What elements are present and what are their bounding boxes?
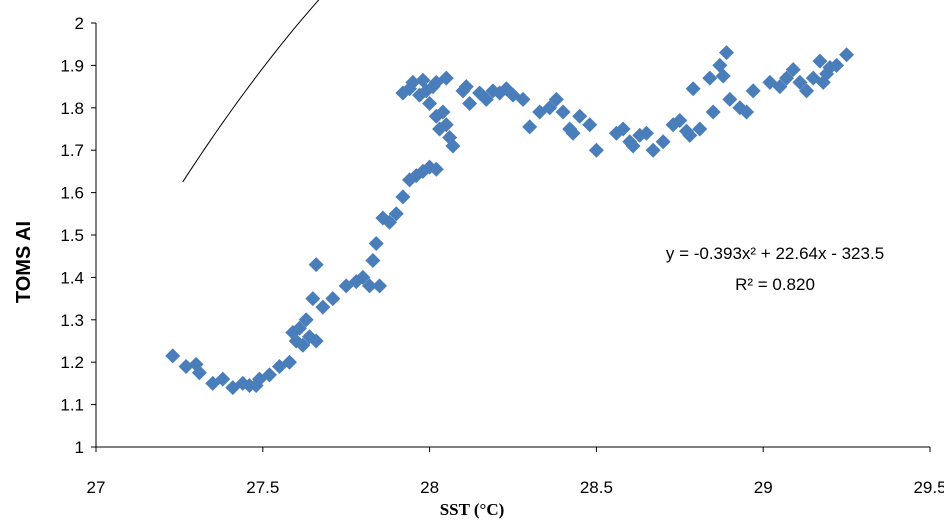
data-point (799, 83, 815, 99)
y-tick-label: 1.2 (60, 353, 84, 372)
data-point (792, 74, 808, 90)
axes: 27 27.5 28 28.5 29 29.5 1 1.1 1.2 1.3 1.4 1.5 1.6 1.… (60, 14, 944, 497)
data-point (625, 138, 641, 154)
data-point (298, 312, 314, 328)
data-point (365, 252, 381, 268)
data-point (682, 127, 698, 143)
data-point (638, 125, 654, 141)
x-tick-label: 29.5 (913, 478, 944, 497)
data-point (715, 68, 731, 84)
y-tick-label: 1.4 (60, 268, 84, 287)
data-point (325, 291, 341, 307)
y-tick-label: 1.7 (60, 141, 84, 160)
data-point (291, 320, 307, 336)
x-ticks: 27 27.5 28 28.5 29 29.5 (87, 447, 944, 497)
data-point (435, 104, 451, 120)
data-point (785, 62, 801, 78)
trendline-equation: y = -0.393x² + 22.64x - 323.5 (666, 244, 884, 263)
data-point (261, 367, 277, 383)
data-point (165, 348, 181, 364)
x-tick-label: 28 (420, 478, 439, 497)
data-point (772, 79, 788, 95)
data-point (702, 70, 718, 86)
data-point (388, 206, 404, 222)
data-point (692, 121, 708, 137)
data-point (522, 119, 538, 135)
data-point (672, 113, 688, 129)
data-point (582, 117, 598, 133)
y-axis-title: TOMS AI (13, 221, 35, 303)
data-point (839, 47, 855, 63)
data-point (395, 189, 411, 205)
data-point (572, 108, 588, 124)
data-point (548, 91, 564, 107)
data-point (428, 161, 444, 177)
x-tick-label: 28.5 (580, 478, 613, 497)
data-point (405, 74, 421, 90)
data-point (555, 104, 571, 120)
y-tick-label: 1.5 (60, 226, 84, 245)
data-point (779, 70, 795, 86)
data-point (305, 291, 321, 307)
data-point (615, 121, 631, 137)
data-point (478, 91, 494, 107)
data-point (295, 337, 311, 353)
y-tick-label: 1.6 (60, 184, 84, 203)
data-point (655, 134, 671, 150)
data-point (215, 371, 231, 387)
data-point (382, 214, 398, 230)
data-point (368, 235, 384, 251)
data-point (458, 79, 474, 95)
x-tick-label: 27 (87, 478, 106, 497)
y-tick-label: 1.1 (60, 396, 84, 415)
y-tick-label: 2 (75, 14, 84, 33)
data-point (438, 117, 454, 133)
data-point (739, 104, 755, 120)
data-point (542, 100, 558, 116)
trendline (182, 0, 320, 183)
data-point (315, 299, 331, 315)
data-points (165, 45, 855, 396)
data-point (362, 278, 378, 294)
data-point (178, 358, 194, 374)
y-tick-label: 1 (75, 438, 84, 457)
data-point (281, 354, 297, 370)
data-point (685, 81, 701, 97)
data-point (308, 333, 324, 349)
data-point (645, 142, 661, 158)
data-point (438, 70, 454, 86)
data-point (722, 91, 738, 107)
x-tick-label: 29 (754, 478, 773, 497)
data-point (372, 278, 388, 294)
data-point (191, 365, 207, 381)
data-point (445, 138, 461, 154)
data-point (812, 53, 828, 69)
data-point (829, 57, 845, 73)
y-tick-label: 1.3 (60, 311, 84, 330)
data-point (515, 91, 531, 107)
data-point (308, 257, 324, 273)
y-tick-label: 1.9 (60, 56, 84, 75)
x-tick-label: 27.5 (246, 478, 279, 497)
data-point (705, 104, 721, 120)
r-squared-label: R² = 0.820 (735, 275, 815, 294)
y-ticks: 1 1.1 1.2 1.3 1.4 1.5 1.6 1.7 1.8 1.9 2 (60, 14, 96, 457)
data-point (719, 45, 735, 61)
data-point (745, 83, 761, 99)
data-point (565, 125, 581, 141)
data-point (355, 269, 371, 285)
x-axis-title: SST (°C) (440, 500, 505, 519)
y-tick-label: 1.8 (60, 99, 84, 118)
data-point (422, 96, 438, 112)
data-point (588, 142, 604, 158)
data-point (462, 96, 478, 112)
